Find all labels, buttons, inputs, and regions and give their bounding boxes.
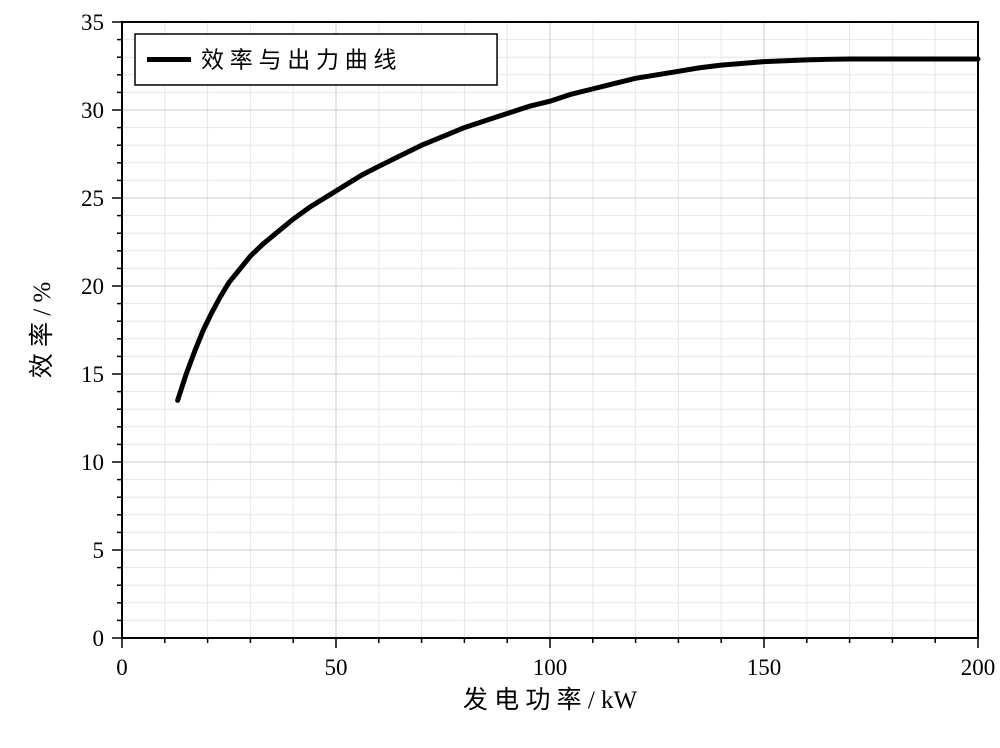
legend-label: 效 率 与 出 力 曲 线 <box>201 48 397 73</box>
y-tick-label: 0 <box>93 626 105 651</box>
x-tick-label: 100 <box>533 655 568 680</box>
x-tick-label: 50 <box>325 655 348 680</box>
x-tick-label: 0 <box>116 655 128 680</box>
efficiency-curve-chart: 0 50 100 150 200 0 5 10 15 20 25 30 35 发 电 功 率 / kW 效 … <box>0 0 1000 748</box>
y-tick-label: 5 <box>93 538 105 563</box>
y-tick-label: 10 <box>81 450 104 475</box>
y-tick-label: 35 <box>81 10 104 35</box>
x-tick-label: 150 <box>747 655 782 680</box>
y-tick-label: 15 <box>81 362 104 387</box>
y-axis-label: 效 率 / % <box>28 282 56 379</box>
legend: 效 率 与 出 力 曲 线 <box>135 34 497 85</box>
y-tick-label: 25 <box>81 186 104 211</box>
x-tick-label: 200 <box>961 655 996 680</box>
y-tick-label: 20 <box>81 274 104 299</box>
x-axis-label: 发 电 功 率 / kW <box>463 686 638 714</box>
chart-container: 0 50 100 150 200 0 5 10 15 20 25 30 35 发 电 功 率 / kW 效 … <box>0 0 1000 748</box>
y-tick-label: 30 <box>81 98 104 123</box>
